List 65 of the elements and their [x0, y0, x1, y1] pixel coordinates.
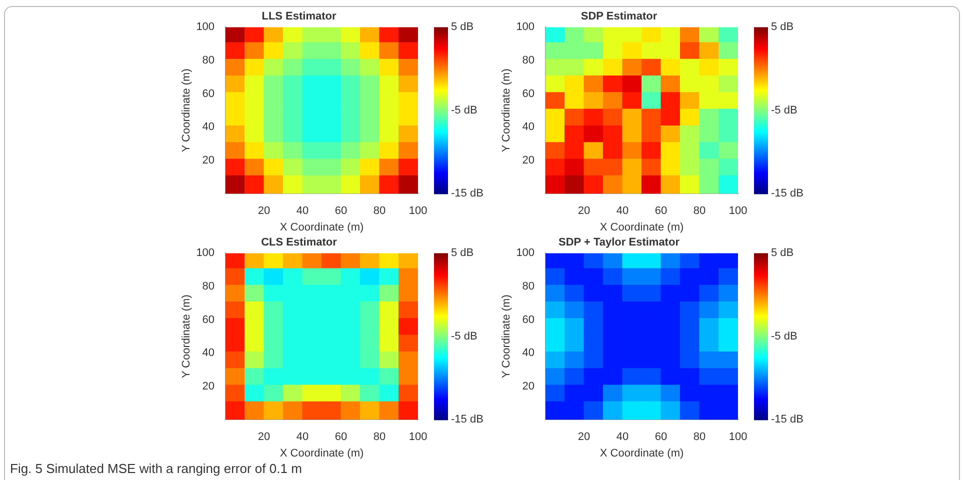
x-tick-label: 100 [408, 205, 428, 218]
x-tick-label: 100 [408, 431, 428, 444]
y-tick-label: 20 [202, 380, 215, 392]
y-tick-label: 40 [522, 121, 535, 134]
y-tick-label: 40 [202, 121, 215, 134]
y-tick-label: 20 [522, 380, 535, 392]
color-bar-label: 5 dB [451, 21, 474, 34]
y-tick-label: 60 [202, 88, 215, 100]
color-bar-label: 5 dB [451, 247, 474, 260]
x-tick-label: 100 [728, 205, 748, 218]
x-tick-label: 20 [578, 205, 590, 218]
color-bar-label: -15 dB [771, 188, 804, 200]
x-tick-label: 40 [616, 205, 629, 218]
y-tick-label: 20 [522, 154, 535, 166]
x-tick-label: 80 [693, 431, 706, 444]
x-tick-label: 80 [693, 205, 706, 218]
y-tick-label: 40 [522, 347, 535, 360]
chart-title: SDP + Taylor Estimator [558, 236, 680, 249]
x-axis-title: X Coordinate (m) [280, 447, 364, 460]
x-tick-label: 40 [296, 205, 309, 218]
y-tick-label: 100 [516, 21, 535, 34]
color-bar-label: -5 dB [451, 104, 478, 116]
y-tick-label: 100 [516, 247, 535, 260]
x-tick-label: 20 [258, 205, 270, 218]
y-tick-label: 100 [196, 21, 215, 34]
color-bar-label: 5 dB [771, 247, 794, 260]
chart-title: SDP Estimator [580, 10, 658, 23]
y-tick-label: 40 [202, 347, 215, 360]
y-tick-label: 100 [196, 247, 215, 260]
x-axis-title: X Coordinate (m) [280, 221, 364, 234]
y-tick-label: 60 [522, 314, 535, 326]
color-bar-label: -5 dB [771, 104, 798, 116]
chart-title: CLS Estimator [261, 236, 338, 249]
y-axis-title: Y Coordinate (m) [180, 294, 193, 378]
y-tick-label: 80 [202, 54, 215, 67]
x-tick-label: 60 [334, 205, 348, 218]
color-bar-label: -15 dB [771, 414, 804, 426]
color-bar-label: -5 dB [451, 330, 478, 342]
y-tick-label: 60 [202, 314, 215, 326]
x-tick-label: 40 [616, 431, 629, 444]
x-tick-label: 100 [728, 431, 748, 444]
y-axis-title: Y Coordinate (m) [500, 294, 513, 378]
x-tick-label: 80 [373, 431, 386, 444]
y-axis-title: Y Coordinate (m) [180, 68, 193, 152]
y-tick-label: 80 [522, 54, 535, 67]
color-bar-label: -5 dB [771, 330, 798, 342]
x-tick-label: 80 [373, 205, 386, 218]
x-tick-label: 20 [578, 431, 590, 444]
caption: Fig. 5 Simulated MSE with a ranging error of 0.1 m [10, 461, 302, 476]
y-tick-label: 80 [522, 280, 535, 293]
x-tick-label: 20 [258, 431, 270, 444]
y-tick-label: 80 [202, 280, 215, 293]
x-axis-title: X Coordinate (m) [600, 221, 684, 234]
y-tick-label: 20 [202, 154, 215, 166]
color-bar-label: 5 dB [771, 21, 794, 34]
y-axis-title: Y Coordinate (m) [500, 68, 513, 152]
x-tick-label: 60 [334, 431, 348, 444]
color-bar-label: -15 dB [451, 414, 484, 426]
x-tick-label: 60 [654, 205, 668, 218]
y-tick-label: 60 [522, 88, 535, 100]
color-bar-label: -15 dB [451, 188, 484, 200]
x-tick-label: 40 [296, 431, 309, 444]
x-tick-label: 60 [654, 431, 668, 444]
chart-title: LLS Estimator [262, 10, 337, 23]
x-axis-title: X Coordinate (m) [600, 447, 684, 460]
